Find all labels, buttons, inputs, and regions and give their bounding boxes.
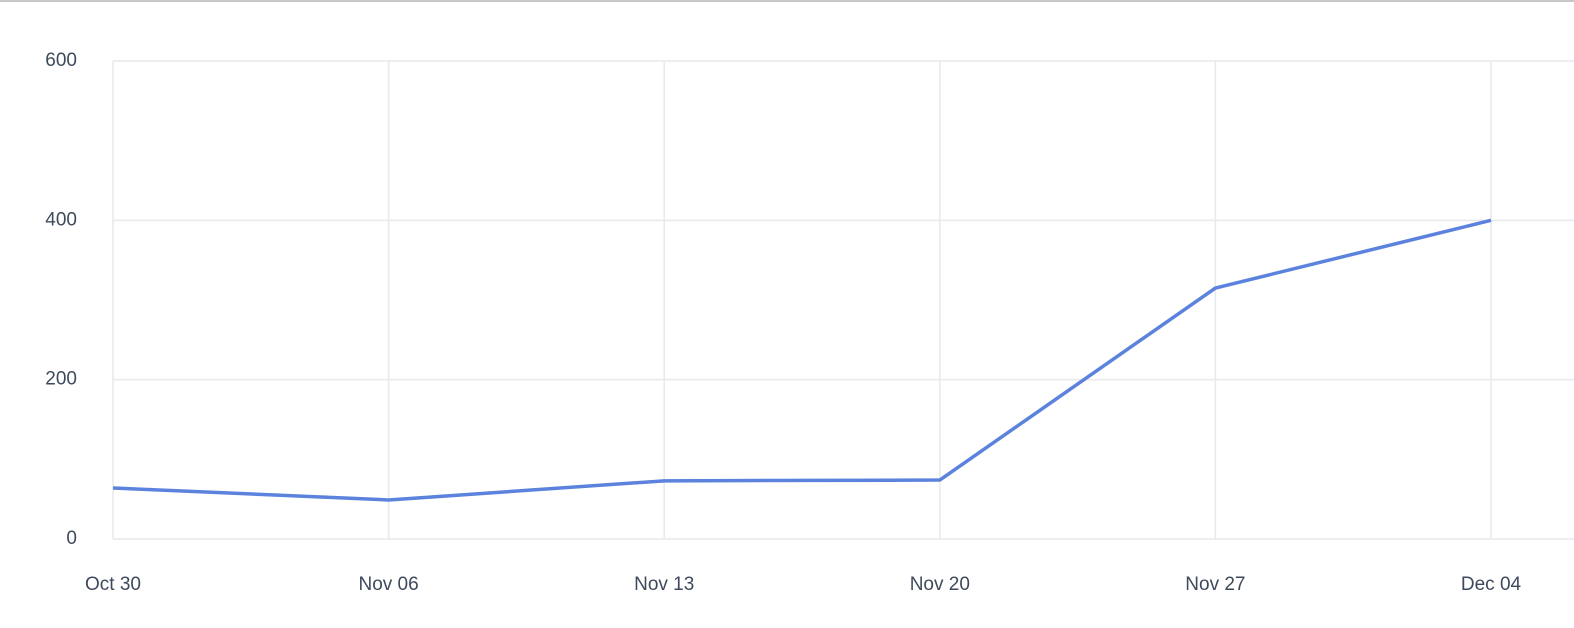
- y-tick-label: 200: [45, 369, 77, 390]
- y-tick-label: 400: [45, 209, 77, 230]
- data-line: [112, 218, 1492, 502]
- x-tick-label: Nov 20: [910, 574, 970, 595]
- x-tick-label: Nov 27: [1185, 574, 1245, 595]
- x-tick-label: Nov 13: [634, 574, 694, 595]
- y-tick-label: 600: [45, 50, 77, 71]
- y-tick-label: 0: [66, 528, 77, 549]
- x-tick-label: Nov 06: [358, 574, 418, 595]
- x-tick-label: Dec 04: [1461, 574, 1522, 595]
- x-tick-label: Oct 30: [85, 574, 141, 595]
